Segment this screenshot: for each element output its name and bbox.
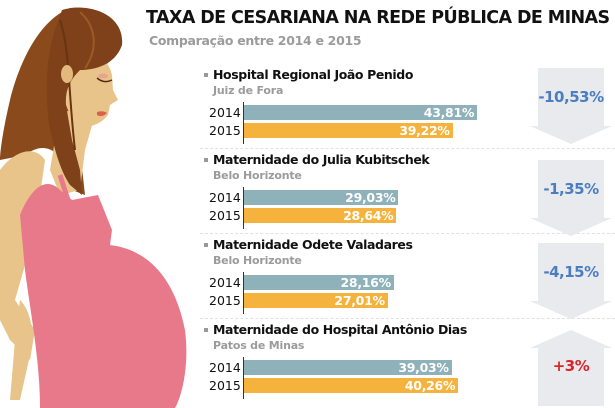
bar-2015: 27,01%: [244, 293, 388, 308]
bar-value-label: 29,03%: [345, 190, 396, 205]
axis-line: [243, 357, 244, 399]
bullet-icon: [204, 328, 208, 332]
bar-2015: 40,26%: [244, 378, 459, 393]
bar-value-label: 40,26%: [404, 378, 456, 393]
hospital-name: Hospital Regional João Penido: [213, 67, 414, 82]
hospital-name: Maternidade do Hospital Antônio Dias: [213, 322, 467, 337]
bar-2014: 43,81%: [244, 105, 478, 120]
eye: [96, 77, 113, 83]
hospital-city: Patos de Minas: [213, 339, 305, 352]
axis-line: [243, 272, 244, 314]
change-arrow: -1,35%: [530, 160, 612, 236]
bar-value-label: 28,16%: [340, 275, 392, 290]
hospital-group: Hospital Regional João Penido Juiz de Fo…: [195, 62, 615, 147]
ear: [61, 65, 73, 83]
year-label: 2014: [209, 105, 241, 120]
pregnant-woman-illustration: [0, 7, 187, 408]
bar-value-label: 27,01%: [334, 293, 385, 308]
bar-2015: 39,22%: [244, 123, 453, 138]
divider: [200, 148, 615, 149]
change-arrow: -10,53%: [530, 68, 612, 144]
arrow-up-icon: [530, 330, 612, 406]
year-label: 2014: [209, 275, 241, 290]
year-label: 2015: [209, 208, 241, 223]
hospital-name: Maternidade Odete Valadares: [213, 237, 413, 252]
bullet-icon: [204, 158, 208, 162]
chart-title: TAXA DE CESARIANA NA REDE PÚBLICA DE MIN…: [146, 8, 610, 28]
hospital-name: Maternidade do Julia Kubitschek: [213, 152, 430, 167]
change-arrow: -4,15%: [530, 243, 612, 319]
bar-value-label: 43,81%: [423, 105, 475, 120]
change-label: +3%: [552, 357, 590, 375]
arrow-down-icon: [530, 160, 612, 236]
year-label: 2014: [209, 360, 241, 375]
bar-2014: 29,03%: [244, 190, 399, 205]
divider: [200, 318, 615, 319]
bar-value-label: 39,03%: [398, 360, 449, 375]
hospital-group: Maternidade do Hospital Antônio Dias Pat…: [195, 317, 615, 402]
dress: [20, 184, 187, 408]
axis-line: [243, 187, 244, 229]
hospital-city: Belo Horizonte: [213, 169, 302, 182]
change-label: -10,53%: [538, 88, 604, 106]
divider: [200, 233, 615, 234]
lips: [97, 111, 107, 117]
hand: [10, 300, 32, 400]
bullet-icon: [204, 243, 208, 247]
bar-2015: 28,64%: [244, 208, 397, 223]
change-arrow: +3%: [530, 330, 612, 406]
bar-value-label: 39,22%: [399, 123, 450, 138]
bar-value-label: 28,64%: [343, 208, 394, 223]
hair-front: [46, 7, 123, 195]
year-label: 2015: [209, 378, 241, 393]
bullet-icon: [204, 73, 208, 77]
change-label: -4,15%: [543, 263, 599, 281]
axis-line: [243, 102, 244, 144]
hospital-group: Maternidade do Julia Kubitschek Belo Hor…: [195, 147, 615, 232]
year-label: 2014: [209, 190, 241, 205]
hospital-city: Belo Horizonte: [213, 254, 302, 267]
year-label: 2015: [209, 293, 241, 308]
arrow-down-icon: [530, 68, 612, 144]
arrow-down-icon: [530, 243, 612, 319]
hospital-group: Maternidade Odete Valadares Belo Horizon…: [195, 232, 615, 317]
change-label: -1,35%: [543, 180, 599, 198]
bar-2014: 28,16%: [244, 275, 394, 290]
chart-subtitle: Comparação entre 2014 e 2015: [149, 33, 362, 48]
year-label: 2015: [209, 123, 241, 138]
bar-2014: 39,03%: [244, 360, 452, 375]
hospital-city: Juiz de Fora: [213, 84, 284, 97]
